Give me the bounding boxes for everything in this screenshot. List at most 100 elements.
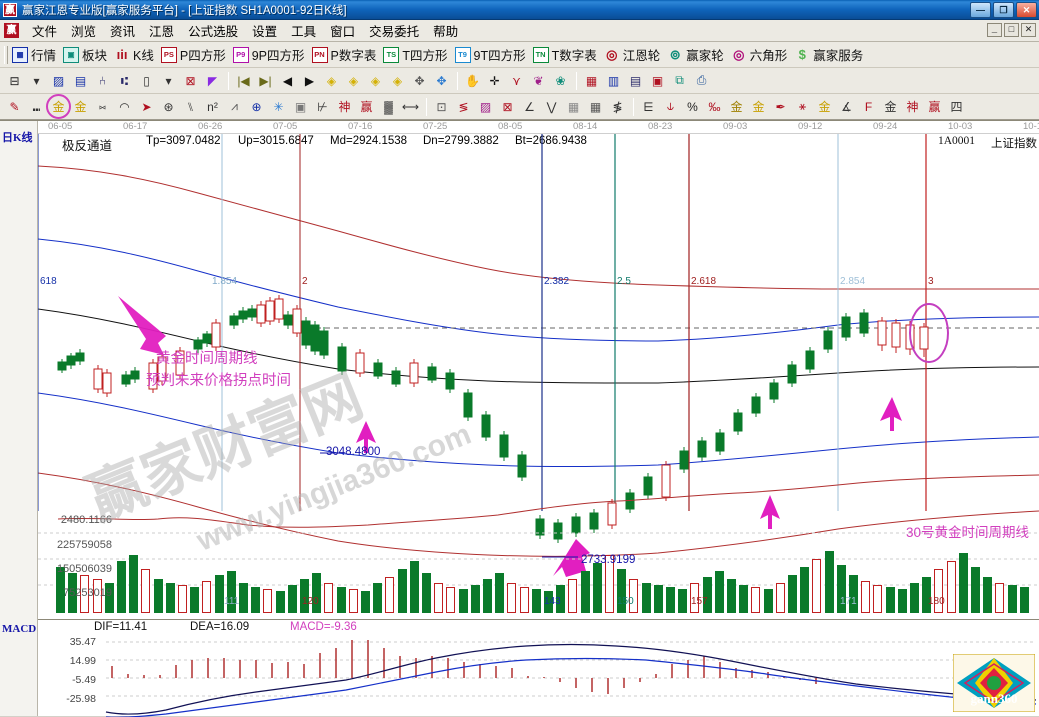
menu-help[interactable]: 帮助 — [426, 19, 465, 42]
grid-net-icon[interactable]: ▓ — [378, 96, 399, 117]
fan-lines-icon[interactable]: ⑅ — [92, 96, 113, 117]
zoom-in-icon[interactable]: ◈ — [365, 70, 386, 91]
expand-icon[interactable]: ✥ — [409, 70, 430, 91]
mdi-minimize-button[interactable]: _ — [987, 23, 1002, 37]
gold-price-cycle-icon[interactable]: 金 — [70, 96, 91, 117]
arrow-marker-icon[interactable]: ➤ — [136, 96, 157, 117]
notes-icon[interactable]: ▤ — [625, 70, 646, 91]
percent-fan-icon[interactable]: ⫝ — [660, 96, 681, 117]
four-fan-icon[interactable]: 四 — [946, 96, 967, 117]
square-n2-icon[interactable]: n² — [202, 96, 223, 117]
single-bar-icon[interactable]: ▯ — [136, 70, 157, 91]
print-icon[interactable]: ⎙ — [691, 70, 712, 91]
box-range-icon[interactable]: ▣ — [290, 96, 311, 117]
shen-fan-icon[interactable]: 神 — [902, 96, 923, 117]
toolbar-quotes-grid-button[interactable]: ▦行情 — [12, 45, 56, 64]
toolbar-gann-wheel-button[interactable]: ◎江恩轮 — [604, 45, 661, 64]
rect-select-icon[interactable]: ⊡ — [431, 96, 452, 117]
circle-cycle-icon[interactable]: ⊛ — [158, 96, 179, 117]
last-page-icon[interactable]: ▶| — [255, 70, 276, 91]
time-cycle-lines-icon[interactable]: ⑉ — [26, 96, 47, 117]
toolbar-grip[interactable] — [4, 46, 8, 64]
next-icon[interactable]: ▶ — [299, 70, 320, 91]
menu-news[interactable]: 资讯 — [103, 19, 142, 42]
target-icon[interactable]: ⊕ — [246, 96, 267, 117]
percent-icon[interactable]: % — [682, 96, 703, 117]
brain-analysis-icon[interactable]: ❀ — [550, 70, 571, 91]
trend-up-icon[interactable]: ∠ — [519, 96, 540, 117]
menu-browse[interactable]: 浏览 — [64, 19, 103, 42]
gold-time-cycle-icon[interactable]: 金 — [48, 96, 69, 117]
gold-line-icon[interactable]: 金 — [748, 96, 769, 117]
fan-red-icon[interactable]: ≶ — [453, 96, 474, 117]
shen-tool-icon[interactable]: 神 — [334, 96, 355, 117]
box-diag-icon[interactable]: ⊠ — [497, 96, 518, 117]
ladder-icon[interactable]: ⋿ — [638, 96, 659, 117]
angle-ratio-icon[interactable]: ∡ — [836, 96, 857, 117]
cross-red-icon[interactable]: ⚹ — [792, 96, 813, 117]
zoom-right-icon[interactable]: ◈ — [343, 70, 364, 91]
menu-file[interactable]: 文件 — [25, 19, 64, 42]
report-icon[interactable]: ▤ — [70, 70, 91, 91]
close-button[interactable]: ✕ — [1016, 2, 1037, 18]
zigzag-icon[interactable]: ⋁ — [541, 96, 562, 117]
draw-line-icon[interactable]: ⋎ — [506, 70, 527, 91]
multi-line-icon[interactable]: ≸ — [607, 96, 628, 117]
maximize-button[interactable]: ❐ — [993, 2, 1014, 18]
zoom-left-icon[interactable]: ◈ — [321, 70, 342, 91]
angle-tool-icon[interactable]: ⩘ — [224, 96, 245, 117]
grid-fine-icon[interactable]: ▦ — [563, 96, 584, 117]
first-page-icon[interactable]: |◀ — [233, 70, 254, 91]
save-icon[interactable]: ▣ — [647, 70, 668, 91]
star-burst-icon[interactable]: ✳ — [268, 96, 289, 117]
prev-icon[interactable]: ◀ — [277, 70, 298, 91]
ink-brush-icon[interactable]: ✒ — [770, 96, 791, 117]
toolbar-hexagon-button[interactable]: ◎六角形 — [731, 45, 788, 64]
overlay-icon[interactable]: ⊠ — [180, 70, 201, 91]
toolbar-sector-blocks-button[interactable]: ▣板块 — [63, 45, 107, 64]
calendar-icon[interactable]: ▦ — [581, 70, 602, 91]
period-select-icon[interactable]: ⊟ — [4, 70, 25, 91]
minimize-button[interactable]: — — [970, 2, 991, 18]
period-dropdown-arrow-icon[interactable]: ▾ — [26, 70, 47, 91]
fit-icon[interactable]: ✥ — [431, 70, 452, 91]
hand-pan-icon[interactable]: ✋ — [462, 70, 483, 91]
calculator-icon[interactable]: ▥ — [603, 70, 624, 91]
mdi-close-button[interactable]: ✕ — [1021, 23, 1036, 37]
color-chart-icon[interactable]: ◤ — [202, 70, 223, 91]
gold-underline-icon[interactable]: 金 — [814, 96, 835, 117]
copy-icon[interactable]: ⧉ — [669, 70, 690, 91]
spiral-icon[interactable]: ◠ — [114, 96, 135, 117]
gold-fan-icon[interactable]: 金 — [880, 96, 901, 117]
subchart-3-icon[interactable]: ⑃ — [92, 70, 113, 91]
channel-purple-icon[interactable]: ▨ — [475, 96, 496, 117]
span-tool-icon[interactable]: ⟷ — [400, 96, 421, 117]
ying-fan-icon[interactable]: 赢 — [924, 96, 945, 117]
toolbar-winner-service-button[interactable]: $赢家服务 — [794, 45, 863, 64]
pencil-draw-icon[interactable]: ✎ — [4, 96, 25, 117]
menu-tools[interactable]: 工具 — [284, 19, 323, 42]
macd-panel[interactable]: DIF=11.41 DEA=16.09 MACD=-9.36 — [38, 619, 1039, 716]
chart-style-icon[interactable]: ▨ — [48, 70, 69, 91]
mdi-restore-button[interactable]: □ — [1004, 23, 1019, 37]
subchart-9-icon[interactable]: ⑆ — [114, 70, 135, 91]
menu-window[interactable]: 窗口 — [323, 19, 362, 42]
gold-circle-icon[interactable]: 金 — [726, 96, 747, 117]
bar-dropdown-arrow-icon[interactable]: ▾ — [158, 70, 179, 91]
menu-trade-order[interactable]: 交易委托 — [362, 19, 426, 42]
percent-red-icon[interactable]: ‰ — [704, 96, 725, 117]
flower-tool-icon[interactable]: ❦ — [528, 70, 549, 91]
crosshair-icon[interactable]: ✛ — [484, 70, 505, 91]
grid-lines-icon[interactable]: ⑊ — [180, 96, 201, 117]
zoom-out-icon[interactable]: ◈ — [387, 70, 408, 91]
grid-dense-icon[interactable]: ▦ — [585, 96, 606, 117]
menu-settings[interactable]: 设置 — [245, 19, 284, 42]
